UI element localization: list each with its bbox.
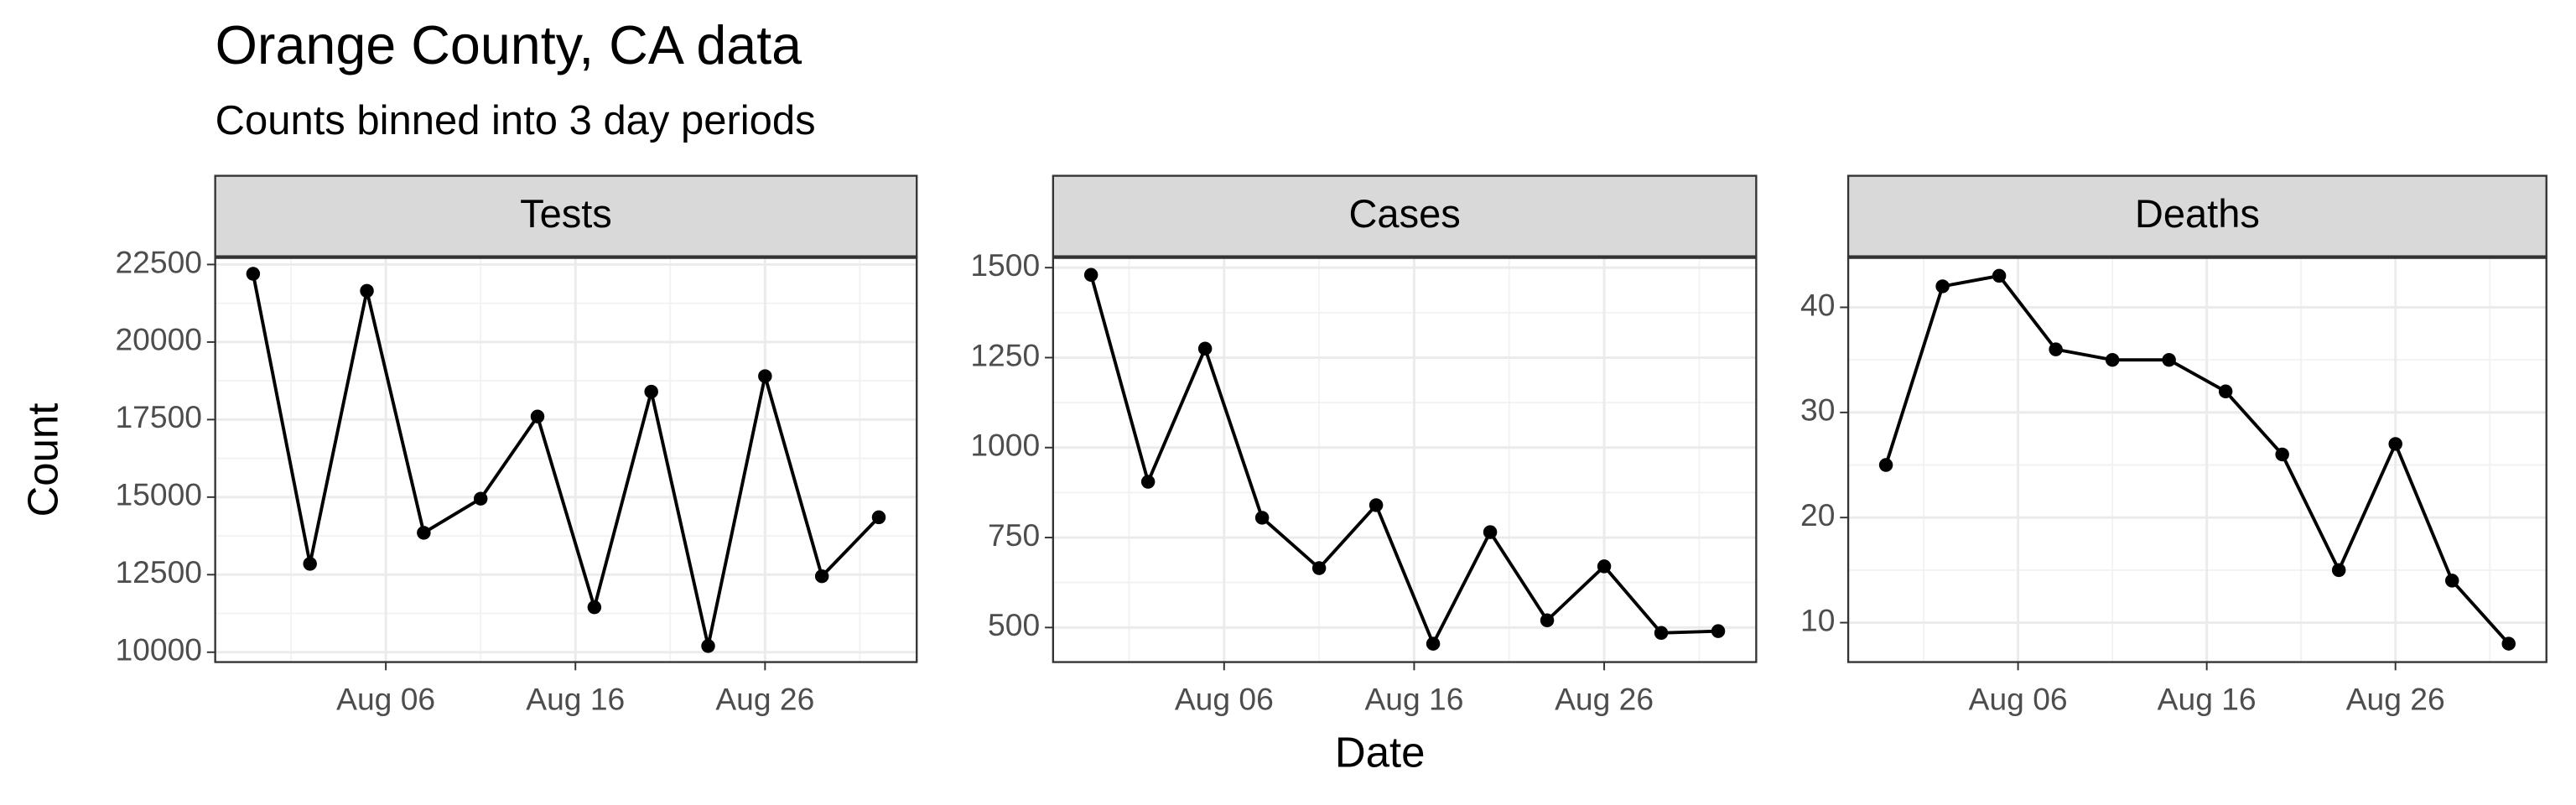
strip	[1052, 174, 1758, 257]
point	[644, 384, 658, 399]
point	[246, 267, 261, 281]
point	[1426, 636, 1441, 651]
point	[1711, 624, 1726, 638]
x-tick-label: Aug 16	[2158, 681, 2257, 716]
point	[473, 491, 488, 506]
panel-border	[1846, 257, 2547, 663]
point	[1083, 267, 1098, 282]
point	[1935, 279, 1950, 293]
y-tick-label: 1000	[970, 428, 1040, 463]
x-tick-label: Aug 06	[1175, 681, 1274, 716]
y-tick-label: 17500	[115, 399, 202, 434]
panel-background	[1052, 257, 1757, 662]
x-tick-label: Aug 06	[1969, 681, 2068, 716]
y-tick-label: 1500	[970, 247, 1040, 283]
point	[1368, 498, 1384, 512]
point	[2275, 447, 2289, 462]
point	[1254, 511, 1270, 525]
chart-subtitle: Counts binned into 3 day periods	[216, 98, 816, 143]
chart-title: Orange County, CA data	[216, 14, 802, 75]
strip-label: Deaths	[2135, 191, 2260, 236]
y-tick-label: 20000	[115, 322, 202, 357]
strip	[1846, 174, 2547, 257]
x-tick-label: Aug 16	[526, 681, 625, 716]
panel-border	[214, 257, 918, 663]
point	[417, 526, 431, 540]
strip-label: Cases	[1348, 191, 1460, 236]
point	[1197, 341, 1213, 356]
point	[1654, 626, 1669, 641]
x-tick-label: Aug 26	[2346, 681, 2445, 716]
point	[814, 569, 829, 584]
point	[2049, 342, 2063, 356]
line	[251, 273, 880, 647]
point	[587, 600, 602, 615]
point	[530, 409, 545, 423]
point	[1140, 475, 1156, 489]
point	[701, 639, 715, 653]
y-tick-label: 1250	[970, 337, 1040, 372]
point	[1483, 525, 1498, 539]
x-tick-label: Aug 26	[1555, 681, 1654, 716]
line	[1089, 274, 1719, 648]
line	[1884, 273, 2511, 645]
strip	[214, 174, 918, 257]
point	[2218, 384, 2233, 399]
point	[1992, 268, 2007, 283]
point	[1597, 559, 1612, 574]
y-tick-label: 30	[1800, 392, 1835, 428]
y-tick-label: 10	[1800, 602, 1835, 637]
panel-background	[1848, 257, 2547, 662]
x-tick-label: Aug 06	[336, 681, 435, 716]
panel-border	[1052, 257, 1758, 663]
point	[1878, 458, 1893, 472]
point	[303, 557, 317, 571]
point	[2162, 352, 2176, 367]
y-axis-label: Count	[18, 403, 66, 517]
y-tick-label: 10000	[115, 632, 202, 667]
strip-label: Tests	[520, 191, 612, 236]
y-tick-label: 22500	[115, 244, 202, 279]
y-tick-label: 750	[988, 517, 1040, 553]
y-tick-label: 500	[988, 607, 1040, 642]
point	[758, 369, 772, 383]
x-axis-label: Date	[1335, 729, 1426, 776]
point	[1540, 613, 1555, 627]
point	[1311, 561, 1327, 575]
y-tick-label: 40	[1800, 287, 1835, 322]
y-tick-label: 15000	[115, 477, 202, 512]
point	[2388, 437, 2402, 451]
point	[871, 510, 886, 525]
point	[360, 283, 374, 299]
x-tick-label: Aug 26	[715, 681, 814, 716]
y-tick-label: 20	[1800, 497, 1835, 532]
y-tick-label: 12500	[115, 554, 202, 589]
x-tick-label: Aug 16	[1364, 681, 1463, 716]
point	[2501, 636, 2516, 651]
panel-background	[215, 257, 917, 662]
point	[2331, 563, 2346, 578]
point	[2444, 574, 2459, 588]
point	[2105, 352, 2120, 367]
